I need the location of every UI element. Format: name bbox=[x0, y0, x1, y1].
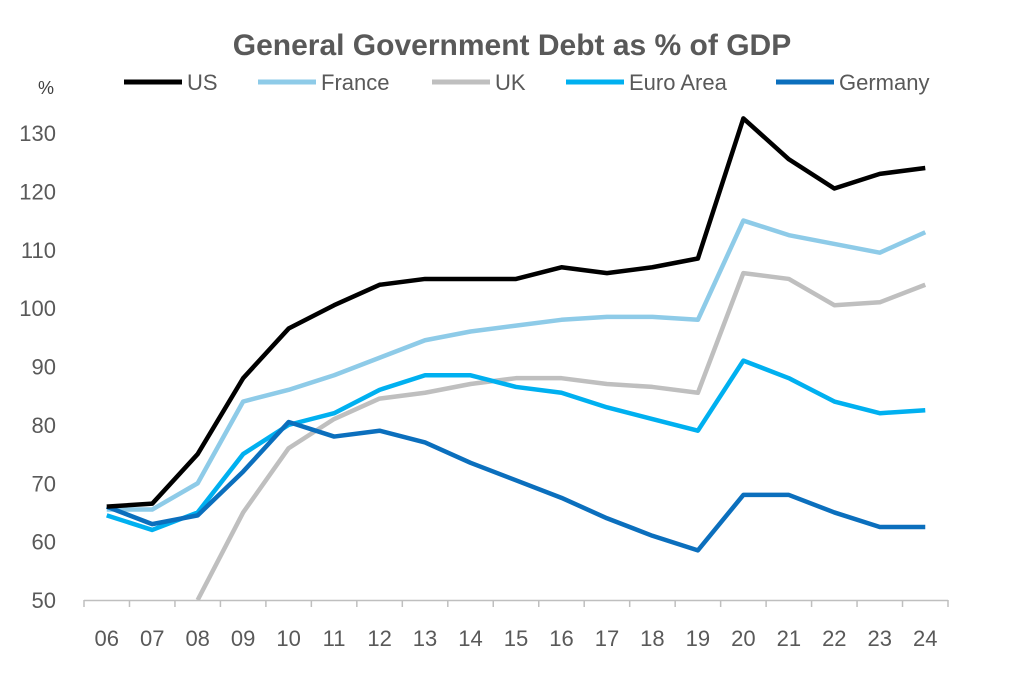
x-tick-label: 24 bbox=[913, 626, 937, 651]
series-line-france bbox=[106, 218, 927, 512]
x-tick-label: 18 bbox=[640, 626, 664, 651]
y-tick-label: 70 bbox=[32, 471, 56, 496]
series-line-germany bbox=[105, 419, 926, 553]
x-tick-label: 07 bbox=[140, 626, 164, 651]
y-tick-label: 120 bbox=[19, 179, 56, 204]
x-tick-label: 23 bbox=[868, 626, 892, 651]
x-tick-label: 14 bbox=[458, 626, 482, 651]
y-tick-label: 80 bbox=[32, 413, 56, 438]
x-tick-label: 16 bbox=[549, 626, 573, 651]
x-tick-label: 19 bbox=[686, 626, 710, 651]
y-axis: 50 60 70 80 90 100 110 120 130 bbox=[19, 121, 56, 613]
x-tick-label: 09 bbox=[231, 626, 255, 651]
x-tick-label: 11 bbox=[323, 626, 346, 651]
y-axis-unit: % bbox=[38, 78, 54, 98]
x-tick-label: 22 bbox=[822, 626, 846, 651]
y-tick-label: 110 bbox=[21, 238, 56, 263]
x-tick-label: 08 bbox=[185, 626, 209, 651]
legend-label: US bbox=[187, 70, 218, 95]
x-tick-label: 20 bbox=[731, 626, 755, 651]
x-tick-label: 06 bbox=[94, 626, 118, 651]
y-tick-label: 50 bbox=[32, 588, 56, 613]
series-group bbox=[105, 116, 927, 602]
x-tick-label: 21 bbox=[777, 626, 801, 651]
legend: US France UK Euro Area Germany bbox=[124, 70, 929, 95]
legend-label: Germany bbox=[839, 70, 929, 95]
y-tick-label: 100 bbox=[19, 296, 56, 321]
legend-label: France bbox=[321, 70, 389, 95]
y-tick-label: 60 bbox=[32, 530, 56, 555]
series-line-euro-area bbox=[106, 358, 926, 533]
x-axis: 06 07 08 09 10 11 12 13 14 15 16 17 18 19 20 21 22 23 24 bbox=[83, 599, 949, 651]
legend-label: UK bbox=[495, 70, 526, 95]
series-line-us bbox=[106, 116, 926, 509]
chart-title: General Government Debt as % of GDP bbox=[233, 29, 791, 62]
x-tick-label: 10 bbox=[276, 626, 300, 651]
x-tick-label: 17 bbox=[595, 626, 619, 651]
y-tick-label: 130 bbox=[19, 121, 56, 146]
x-tick-label: 15 bbox=[504, 626, 528, 651]
y-tick-label: 90 bbox=[32, 355, 56, 380]
x-tick-label: 12 bbox=[367, 626, 391, 651]
legend-label: Euro Area bbox=[629, 70, 728, 95]
series-line-uk bbox=[195, 270, 927, 602]
x-tick-label: 13 bbox=[413, 626, 437, 651]
